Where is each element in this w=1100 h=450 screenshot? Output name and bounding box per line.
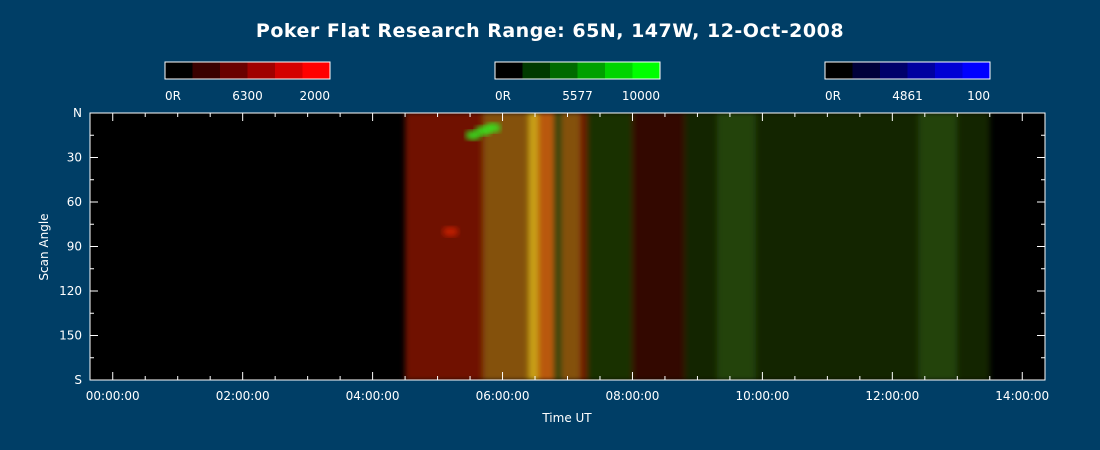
- emission-band-green: [684, 113, 717, 380]
- x-tick-label: 12:00:00: [865, 389, 919, 403]
- bright-spot-red: [442, 226, 459, 237]
- colorbar-segment: [577, 62, 606, 79]
- x-tick-label: 10:00:00: [735, 389, 789, 403]
- y-tick-label: S: [74, 373, 82, 387]
- colorbar-segment: [165, 62, 193, 79]
- colorbar-frame: [824, 61, 991, 80]
- colorbar-segment: [275, 62, 303, 79]
- colorbar-segment: [852, 62, 881, 79]
- colorbar-label: 5577: [562, 89, 593, 103]
- colorbar-label: 100: [967, 89, 990, 103]
- colorbar-legends: 0R 6300 2000 0R 5577 10000 0R 4861 100: [164, 61, 991, 103]
- x-tick-label: 08:00:00: [606, 389, 660, 403]
- x-tick-label: 02:00:00: [216, 389, 270, 403]
- x-axis-label: Time UT: [541, 411, 592, 425]
- colorbar-segment: [880, 62, 908, 79]
- colorbar-segment: [192, 62, 221, 79]
- colorbar-segment: [962, 62, 991, 79]
- colorbar-segment: [522, 62, 551, 79]
- y-axis-label: Scan Angle: [37, 213, 51, 280]
- emission-band-green: [755, 113, 867, 380]
- x-tick-label: 00:00:00: [86, 389, 140, 403]
- x-tick-label: 06:00:00: [476, 389, 530, 403]
- colorbar-label: 6300: [232, 89, 263, 103]
- colorbar-label: 0R: [495, 89, 511, 103]
- colorbar-segment: [220, 62, 248, 79]
- x-axis-ticks: 00:00:00 02:00:00 04:00:00 06:00:00 08:00:00…: [86, 113, 1049, 403]
- colorbar-label: 2000: [299, 89, 330, 103]
- emission-features: [405, 113, 990, 380]
- y-tick-label: 120: [59, 284, 82, 298]
- chart-title: Poker Flat Research Range: 65N, 147W, 12…: [256, 20, 844, 42]
- emission-band-red: [561, 113, 587, 380]
- emission-band-green: [586, 113, 633, 380]
- colorbar-segment: [935, 62, 963, 79]
- colorbar-label: 0R: [165, 89, 181, 103]
- colorbar-label: 4861: [892, 89, 923, 103]
- colorbar-6300: 0R 6300 2000: [164, 61, 331, 103]
- feature-layer: [405, 113, 990, 380]
- emission-band-green: [866, 113, 919, 380]
- colorbar-label: 10000: [622, 89, 660, 103]
- colorbar-label: 0R: [825, 89, 841, 103]
- colorbar-segment: [632, 62, 661, 79]
- emission-band-green: [716, 113, 756, 380]
- colorbar-segment: [605, 62, 633, 79]
- colorbar-5577: 0R 5577 10000: [494, 61, 661, 103]
- emission-band-red: [632, 113, 685, 380]
- colorbar-frame: [494, 61, 661, 80]
- x-tick-label: 14:00:00: [995, 389, 1049, 403]
- colorbar-segment: [907, 62, 936, 79]
- y-tick-label: 90: [67, 240, 82, 254]
- bright-spot-bright_green: [465, 130, 482, 141]
- y-tick-label: N: [73, 106, 82, 120]
- colorbar-segment: [495, 62, 523, 79]
- plot-area: 00:00:00 02:00:00 04:00:00 06:00:00 08:00:00…: [59, 106, 1049, 403]
- y-axis-ticks: N 30 60 90 120 150 S: [59, 106, 1045, 387]
- bright-spot-bright_green: [484, 122, 501, 133]
- y-tick-label: 30: [67, 151, 82, 165]
- y-tick-label: 150: [59, 329, 82, 343]
- emission-band-green: [957, 113, 990, 380]
- colorbar-4861: 0R 4861 100: [824, 61, 991, 103]
- colorbar-segment: [550, 62, 578, 79]
- colorbar-segment: [302, 62, 331, 79]
- colorbar-segment: [247, 62, 276, 79]
- colorbar-frame: [164, 61, 331, 80]
- y-tick-label: 60: [67, 195, 82, 209]
- emission-band-green: [528, 113, 539, 380]
- x-tick-label: 04:00:00: [346, 389, 400, 403]
- colorbar-segment: [825, 62, 853, 79]
- emission-band-green: [918, 113, 958, 380]
